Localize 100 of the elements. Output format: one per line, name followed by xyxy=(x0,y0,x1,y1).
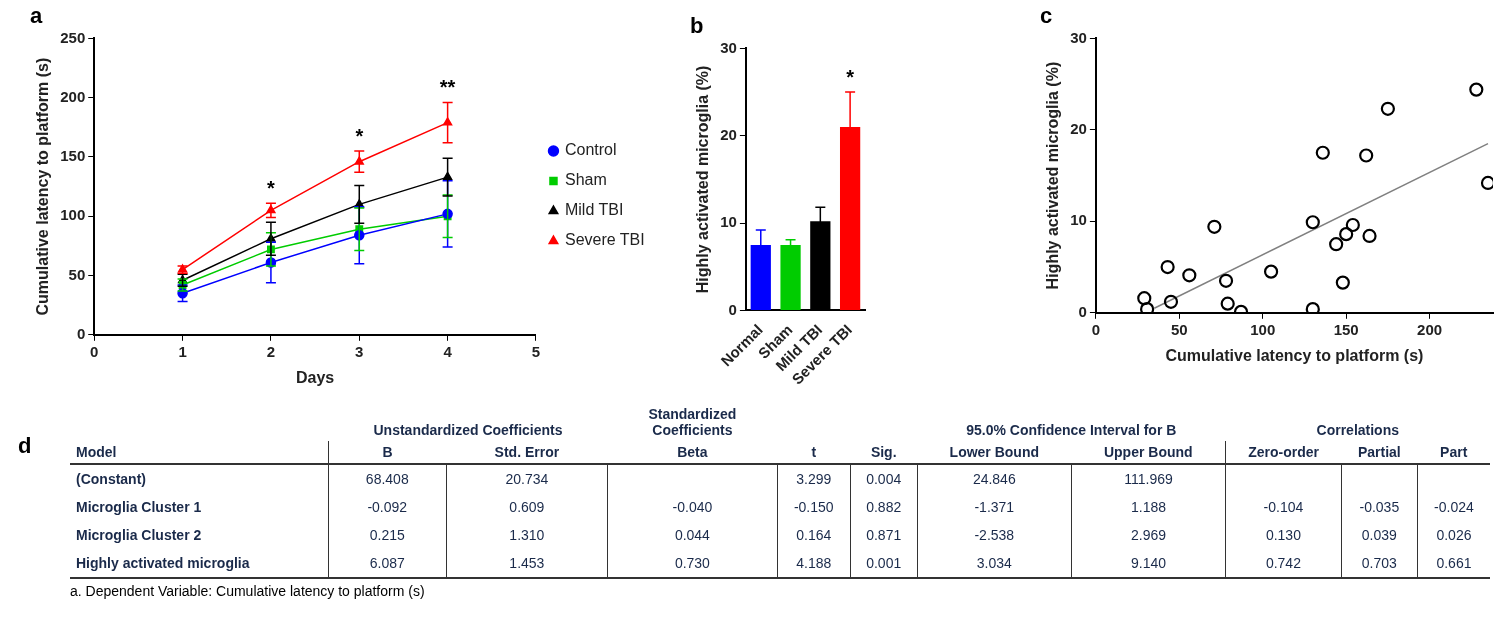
point xyxy=(442,117,453,126)
text: -0.092 xyxy=(367,499,408,515)
text: 0.871 xyxy=(866,527,902,543)
category-label: Sig. xyxy=(850,441,918,464)
text: 0.661 xyxy=(1436,555,1472,571)
annotation: * xyxy=(267,176,276,199)
text: -0.104 xyxy=(1263,499,1304,515)
x-tick-label: 200 xyxy=(1417,320,1443,338)
y-tick-label: 10 xyxy=(1070,211,1087,229)
y-tick-label: 50 xyxy=(68,265,86,283)
x-axis-title: Cumulative latency to platform (s) xyxy=(1165,346,1424,364)
category-label: (Constant) xyxy=(76,471,146,487)
x-tick-label: 3 xyxy=(355,342,364,360)
y-tick-label: 20 xyxy=(720,125,737,143)
y-tick-label: 0 xyxy=(728,300,737,318)
category-label: Partial xyxy=(1341,441,1418,464)
point xyxy=(1345,217,1360,233)
text: 0.026 xyxy=(1436,527,1472,543)
y-tick-label: 100 xyxy=(60,206,86,224)
x-tick-label: 150 xyxy=(1333,320,1359,338)
point xyxy=(1182,268,1197,283)
category-label: Std. Error xyxy=(446,441,608,464)
text: 0.609 xyxy=(509,499,545,515)
x-tick-label: 50 xyxy=(1170,320,1188,338)
text: 9.140 xyxy=(1131,555,1167,571)
category-label: Microglia Cluster 2 xyxy=(76,527,202,543)
y-axis-title: Highly activated microglia (%) xyxy=(694,65,712,294)
y-tick-label: 200 xyxy=(60,87,86,105)
y-tick-label: 30 xyxy=(1070,28,1087,46)
x-tick-label: 0 xyxy=(90,342,99,360)
x-axis-title: Days xyxy=(295,368,335,386)
category-label: B xyxy=(328,441,447,464)
point xyxy=(1362,228,1377,244)
text: 68.408 xyxy=(365,471,409,487)
text: Correlations xyxy=(1315,421,1400,440)
point xyxy=(1140,302,1155,313)
x-tick-label: 4 xyxy=(443,342,453,360)
y-tick-label: 20 xyxy=(1070,120,1087,138)
y-tick-label: 30 xyxy=(720,38,737,56)
chart-title: b xyxy=(690,13,704,39)
text: Unstandardized Coefficients xyxy=(372,421,564,440)
point xyxy=(1263,264,1279,279)
x-tick-label: 0 xyxy=(1091,320,1101,338)
legend-label: Control xyxy=(564,141,617,159)
point xyxy=(1220,296,1235,311)
text: 0.164 xyxy=(796,527,832,543)
category-label: Part xyxy=(1417,441,1490,464)
annotation: * xyxy=(846,65,855,88)
text: 0.730 xyxy=(674,555,710,571)
point xyxy=(1315,145,1330,160)
category-label: Beta xyxy=(607,441,778,464)
text: 6.087 xyxy=(369,555,405,571)
text: 0.130 xyxy=(1265,527,1301,543)
point xyxy=(1480,175,1493,191)
x-tick-label: 2 xyxy=(266,342,276,360)
text: 1.310 xyxy=(509,527,545,543)
point xyxy=(1339,227,1354,242)
point xyxy=(1137,291,1152,306)
category-label: Microglia Cluster 1 xyxy=(76,499,202,515)
point xyxy=(1218,273,1234,288)
text: 0.039 xyxy=(1361,527,1397,543)
text: 3.299 xyxy=(796,471,832,487)
point xyxy=(1160,259,1175,275)
y-axis-title: Highly activated microglia (%) xyxy=(1044,61,1062,290)
text: Standardized Coefficients xyxy=(647,405,738,440)
category-label: Lower Bound xyxy=(917,441,1072,464)
text: 1.453 xyxy=(509,555,545,571)
x-tick-label: 1 xyxy=(178,342,187,360)
text: -0.040 xyxy=(672,499,713,515)
point xyxy=(1359,148,1374,163)
annotation: * xyxy=(355,124,364,147)
point xyxy=(1329,237,1344,252)
x-tick-label: 100 xyxy=(1250,320,1276,338)
text: -2.538 xyxy=(974,527,1015,543)
point xyxy=(1335,275,1350,290)
x-tick-label: 5 xyxy=(531,342,541,360)
category-label: Upper Bound xyxy=(1071,441,1226,464)
chart-title: c xyxy=(1040,3,1053,29)
text: 3.034 xyxy=(976,555,1012,571)
point xyxy=(1380,101,1395,116)
text: 0.001 xyxy=(866,555,902,571)
category-label: Model xyxy=(70,441,329,464)
category-label: Zero-order xyxy=(1225,441,1342,464)
text: 0.044 xyxy=(674,527,710,543)
text: 24.846 xyxy=(972,471,1016,487)
legend-label: Mild TBI xyxy=(564,201,624,219)
text: a. Dependent Variable: Cumulative latency to platform (s) xyxy=(70,583,426,599)
y-tick-label: 0 xyxy=(1078,302,1087,320)
text: 0.742 xyxy=(1265,555,1301,571)
point xyxy=(354,156,364,165)
text: 2.969 xyxy=(1131,527,1167,543)
text: -0.035 xyxy=(1359,499,1400,515)
text: 95.0% Confidence Interval for B xyxy=(965,421,1178,440)
category-label: t xyxy=(777,441,851,464)
text: 4.188 xyxy=(796,555,832,571)
text: 20.734 xyxy=(505,471,549,487)
point xyxy=(1305,215,1320,230)
y-axis-title: Cumulative latency to platform (s) xyxy=(34,57,52,316)
text: 111.969 xyxy=(1124,471,1173,487)
legend-label: Sham xyxy=(564,171,607,189)
